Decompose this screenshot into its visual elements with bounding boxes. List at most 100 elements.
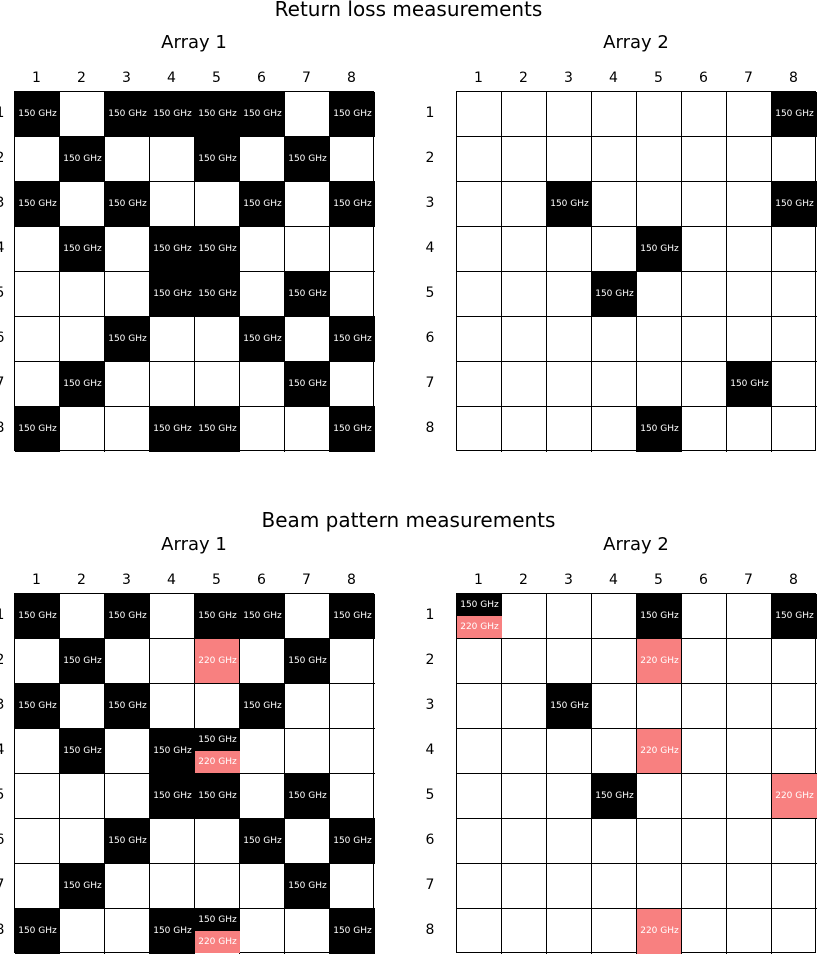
- beam-pattern-array-1-cell-label: 150 GHz: [243, 611, 282, 621]
- beam-pattern-array-2-cell-r7-c3: [547, 864, 592, 909]
- return-loss-array-1-cell-r5-c2: [60, 272, 105, 317]
- beam-pattern-array-2-cell-r4-c6: [682, 729, 727, 774]
- return-loss-array-1-cell-label: 150 GHz: [63, 154, 102, 164]
- beam-pattern-array-1-cell-r8-c7: [285, 909, 330, 954]
- return-loss-array-1-cell-r1-c6: 150 GHz: [240, 92, 285, 137]
- beam-pattern-array-1-row-label-5: 5: [0, 787, 12, 803]
- return-loss-array-2-cell-r7-c3: [547, 362, 592, 407]
- beam-pattern-array-1-cell-r2-c1: [15, 639, 60, 684]
- beam-pattern-array-2-col-label-5: 5: [654, 572, 663, 588]
- beam-pattern-array-2-cell-r8-c1: [457, 909, 502, 954]
- beam-pattern-array-1-col-label-7: 7: [302, 572, 311, 588]
- return-loss-array-1-cell-r3-c2: [60, 182, 105, 227]
- beam-pattern-array-2-cell-r7-c2: [502, 864, 547, 909]
- return-loss-array-1-cell-r5-c7: 150 GHz: [285, 272, 330, 317]
- beam-pattern-array-2-cell-r4-c4: [592, 729, 637, 774]
- beam-pattern-array-2-cell-r5-c4: 150 GHz: [592, 774, 637, 819]
- beam-pattern-array-2-grid: 150 GHz 220 GHz 150 GHz 150 GHz 220 GHz 150 G…: [456, 593, 817, 954]
- return-loss-array-2-cell-r8-c6: [682, 407, 727, 452]
- beam-pattern-array-1-cell-label: 150 GHz: [288, 791, 327, 801]
- beam-pattern-array-2-cell-r5-c7: [727, 774, 772, 819]
- beam-pattern-array-1-cell-r3-c4: [150, 684, 195, 729]
- return-loss-array-2-cell-r5-c3: [547, 272, 592, 317]
- beam-pattern-array-2-cell-r1-c1: 150 GHz 220 GHz: [457, 594, 502, 639]
- return-loss-array-2-cell-label: 150 GHz: [775, 109, 814, 119]
- beam-pattern-array-1-cell-label: 150 GHz: [153, 746, 192, 756]
- return-loss-array-1-cell-label: 150 GHz: [333, 199, 372, 209]
- return-loss-array-1-row-label-4: 4: [0, 240, 12, 256]
- return-loss-array-1-cell-label: 150 GHz: [63, 244, 102, 254]
- return-loss-array-2-cell-r1-c3: [547, 92, 592, 137]
- return-loss-array-1-cell-r3-c7: [285, 182, 330, 227]
- return-loss-array-1-cell-r5-c8: [330, 272, 375, 317]
- beam-pattern-array-1-cell-label: 150 GHz: [243, 836, 282, 846]
- beam-pattern-array-2-cell-r2-c1: [457, 639, 502, 684]
- beam-pattern-array-2-row-label-6: 6: [425, 832, 435, 848]
- return-loss-array-1-cell-label: 150 GHz: [153, 109, 192, 119]
- beam-pattern-array-1-cell-label: 150 GHz: [288, 881, 327, 891]
- return-loss-array-1-cell-r6-c3: 150 GHz: [105, 317, 150, 362]
- return-loss-array-2-cell-r5-c1: [457, 272, 502, 317]
- return-loss-array-1-cell-r6-c6: 150 GHz: [240, 317, 285, 362]
- beam-pattern-array-1-col-label-3: 3: [122, 572, 131, 588]
- beam-pattern-array-2-cell-r4-c2: [502, 729, 547, 774]
- beam-pattern-array-1-cell-label: 150 GHz: [198, 791, 237, 801]
- beam-pattern-array-1-cell-r3-c8: [330, 684, 375, 729]
- beam-pattern-array-1-cell-r4-c2: 150 GHz: [60, 729, 105, 774]
- beam-pattern-array-1-cell-r5-c2: [60, 774, 105, 819]
- beam-pattern-array-2-cell-r1-c6: [682, 594, 727, 639]
- beam-pattern-array-1-cell-r8-c5: 150 GHz 220 GHz: [195, 909, 240, 954]
- return-loss-array-1-cell-r1-c2: [60, 92, 105, 137]
- beam-pattern-array-1-row-label-7: 7: [0, 877, 12, 893]
- beam-pattern-array-1-cell-r5-c8: [330, 774, 375, 819]
- beam-pattern-array-1-cell-r4-c4: 150 GHz: [150, 729, 195, 774]
- return-loss-array-1-row-label-5: 5: [0, 285, 12, 301]
- return-loss-array-1-cell-r8-c8: 150 GHz: [330, 407, 375, 452]
- beam-pattern-array-1-cell-r1-c7: [285, 594, 330, 639]
- beam-pattern-array-2-cell-r3-c5: [637, 684, 682, 729]
- beam-pattern-array-1-cell-r4-c1: [15, 729, 60, 774]
- return-loss-array-2-cell-r7-c7: 150 GHz: [727, 362, 772, 407]
- return-loss-array-2-cell-r1-c4: [592, 92, 637, 137]
- beam-pattern-array-1-cell-r5-c3: [105, 774, 150, 819]
- return-loss-array-1-cell-r2-c7: 150 GHz: [285, 137, 330, 182]
- return-loss-array-2-cell-r4-c7: [727, 227, 772, 272]
- return-loss-array-2-cell-r6-c3: [547, 317, 592, 362]
- beam-pattern-array-2-panel: Array 2 1 2 3 4 5 6 7 8 1 2 3 4 5 6 7 8 150 GHz 220 GHz 150…: [426, 535, 817, 954]
- beam-pattern-array-2-cell-r1-c4: [592, 594, 637, 639]
- beam-pattern-array-2-row-label-7: 7: [425, 877, 435, 893]
- return-loss-array-1-cell-r7-c4: [150, 362, 195, 407]
- beam-pattern-array-2-cell-r2-c6: [682, 639, 727, 684]
- return-loss-array-1-cell-r1-c8: 150 GHz: [330, 92, 375, 137]
- beam-pattern-array-1-cell-r8-c2: [60, 909, 105, 954]
- beam-pattern-array-2-cell-r3-c4: [592, 684, 637, 729]
- return-loss-array-1-col-label-5: 5: [212, 70, 221, 86]
- beam-pattern-array-1-cell-label: 150 GHz: [198, 611, 237, 621]
- beam-pattern-array-2-col-label-8: 8: [789, 572, 798, 588]
- beam-pattern-array-2-cell-r4-c8: [772, 729, 817, 774]
- return-loss-array-1-title: Array 1: [161, 32, 227, 53]
- beam-pattern-array-2-cell-r3-c7: [727, 684, 772, 729]
- return-loss-array-2-cell-r5-c4: 150 GHz: [592, 272, 637, 317]
- beam-pattern-array-2-cell-label: 220 GHz: [640, 656, 679, 666]
- return-loss-array-2-cell-r3-c2: [502, 182, 547, 227]
- beam-pattern-array-1-cell-r1-c4: [150, 594, 195, 639]
- beam-pattern-array-2-cell-label: 220 GHz: [457, 616, 502, 638]
- beam-pattern-array-1-cell-r7-c8: [330, 864, 375, 909]
- return-loss-array-2-cell-label: 150 GHz: [550, 199, 589, 209]
- beam-pattern-array-1-row-label-6: 6: [0, 832, 12, 848]
- beam-pattern-array-1-cell-r3-c6: 150 GHz: [240, 684, 285, 729]
- return-loss-array-1-cell-r6-c7: [285, 317, 330, 362]
- return-loss-array-2-cell-r1-c5: [637, 92, 682, 137]
- beam-pattern-array-1-cell-r7-c4: [150, 864, 195, 909]
- beam-pattern-array-1-cell-r8-c3: [105, 909, 150, 954]
- beam-pattern-array-1-col-label-1: 1: [32, 572, 41, 588]
- beam-pattern-array-2-cell-r4-c3: [547, 729, 592, 774]
- beam-pattern-array-1-cell-r4-c8: [330, 729, 375, 774]
- beam-pattern-array-1-cell-r2-c4: [150, 639, 195, 684]
- beam-pattern-array-2-cell-r3-c3: 150 GHz: [547, 684, 592, 729]
- return-loss-array-1-cell-r1-c1: 150 GHz: [15, 92, 60, 137]
- return-loss-array-1-col-label-1: 1: [32, 70, 41, 86]
- beam-pattern-array-2-cell-r8-c5: 220 GHz: [637, 909, 682, 954]
